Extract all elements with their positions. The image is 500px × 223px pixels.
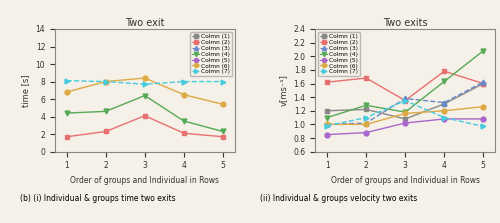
Colmn (4) bbox=[441, 80, 447, 83]
Line: Colmn (4): Colmn (4) bbox=[64, 93, 226, 134]
Line: Colmn (3): Colmn (3) bbox=[324, 80, 486, 127]
Colmn (2) bbox=[441, 70, 447, 72]
Colmn (2) bbox=[181, 132, 187, 135]
Colmn (6) bbox=[402, 112, 408, 115]
Y-axis label: v[ms⁻¹]: v[ms⁻¹] bbox=[279, 74, 288, 106]
Text: (ii) Individual & groups velocity two exits: (ii) Individual & groups velocity two ex… bbox=[260, 194, 417, 203]
Text: (b) (i) Individual & groups time two exits: (b) (i) Individual & groups time two exi… bbox=[20, 194, 176, 203]
Colmn (2) bbox=[480, 82, 486, 85]
Line: Colmn (6): Colmn (6) bbox=[324, 104, 486, 127]
Colmn (7) bbox=[103, 80, 109, 83]
Colmn (2) bbox=[324, 81, 330, 83]
Line: Colmn (2): Colmn (2) bbox=[64, 113, 226, 139]
Colmn (4) bbox=[103, 110, 109, 113]
Colmn (2) bbox=[363, 77, 369, 79]
Colmn (4) bbox=[480, 50, 486, 52]
Colmn (4) bbox=[324, 116, 330, 119]
Colmn (2) bbox=[103, 130, 109, 133]
Colmn (7) bbox=[363, 116, 369, 119]
Colmn (2) bbox=[64, 135, 70, 138]
Colmn (5) bbox=[402, 122, 408, 124]
Colmn (6) bbox=[220, 103, 226, 106]
Line: Colmn (6): Colmn (6) bbox=[64, 76, 226, 107]
Line: Colmn (4): Colmn (4) bbox=[324, 48, 486, 120]
Legend: Colmn (1), Colmn (2), Colmn (3), Colmn (4), Colmn (5), Colmn (6), Colmn (7): Colmn (1), Colmn (2), Colmn (3), Colmn (… bbox=[318, 32, 360, 76]
Colmn (5) bbox=[363, 131, 369, 134]
Colmn (6) bbox=[324, 123, 330, 126]
Colmn (4) bbox=[64, 112, 70, 114]
Line: Colmn (1): Colmn (1) bbox=[324, 81, 486, 121]
Colmn (3) bbox=[480, 81, 486, 83]
Colmn (4) bbox=[402, 111, 408, 114]
Line: Colmn (5): Colmn (5) bbox=[324, 116, 486, 137]
Line: Colmn (2): Colmn (2) bbox=[324, 69, 486, 103]
Line: Colmn (7): Colmn (7) bbox=[64, 78, 226, 87]
Colmn (3) bbox=[441, 101, 447, 104]
Colmn (6) bbox=[181, 93, 187, 96]
Colmn (2) bbox=[220, 135, 226, 138]
Colmn (7) bbox=[220, 80, 226, 83]
Colmn (6) bbox=[441, 109, 447, 112]
Colmn (7) bbox=[480, 125, 486, 128]
Colmn (7) bbox=[402, 99, 408, 102]
Colmn (5) bbox=[480, 118, 486, 120]
Colmn (5) bbox=[441, 118, 447, 120]
Colmn (5) bbox=[324, 133, 330, 136]
Colmn (3) bbox=[363, 122, 369, 124]
Line: Colmn (7): Colmn (7) bbox=[324, 98, 486, 129]
Colmn (3) bbox=[324, 123, 330, 126]
Colmn (6) bbox=[103, 80, 109, 83]
Colmn (7) bbox=[324, 124, 330, 127]
Colmn (7) bbox=[181, 80, 187, 83]
Colmn (6) bbox=[363, 123, 369, 126]
Colmn (6) bbox=[64, 91, 70, 93]
Title: Two exit: Two exit bbox=[125, 18, 164, 28]
Colmn (7) bbox=[441, 116, 447, 119]
Colmn (1) bbox=[402, 118, 408, 120]
Title: Two exits: Two exits bbox=[383, 18, 428, 28]
Y-axis label: time [s]: time [s] bbox=[21, 74, 30, 107]
Colmn (4) bbox=[142, 94, 148, 97]
Colmn (1) bbox=[363, 108, 369, 111]
Colmn (3) bbox=[402, 97, 408, 100]
Colmn (6) bbox=[480, 105, 486, 108]
Colmn (1) bbox=[324, 109, 330, 112]
X-axis label: Order of groups and Individual in Rows: Order of groups and Individual in Rows bbox=[330, 176, 480, 185]
Colmn (2) bbox=[142, 114, 148, 117]
Colmn (7) bbox=[142, 83, 148, 86]
Colmn (6) bbox=[142, 77, 148, 79]
Colmn (4) bbox=[220, 130, 226, 133]
Colmn (2) bbox=[402, 99, 408, 102]
Colmn (7) bbox=[64, 79, 70, 82]
Colmn (1) bbox=[441, 103, 447, 105]
Colmn (1) bbox=[480, 82, 486, 85]
Colmn (4) bbox=[181, 120, 187, 122]
Legend: Colmn (1), Colmn (2), Colmn (3), Colmn (4), Colmn (5), Colmn (6), Colmn (7): Colmn (1), Colmn (2), Colmn (3), Colmn (… bbox=[190, 32, 232, 76]
Colmn (4) bbox=[363, 104, 369, 107]
X-axis label: Order of groups and Individual in Rows: Order of groups and Individual in Rows bbox=[70, 176, 220, 185]
